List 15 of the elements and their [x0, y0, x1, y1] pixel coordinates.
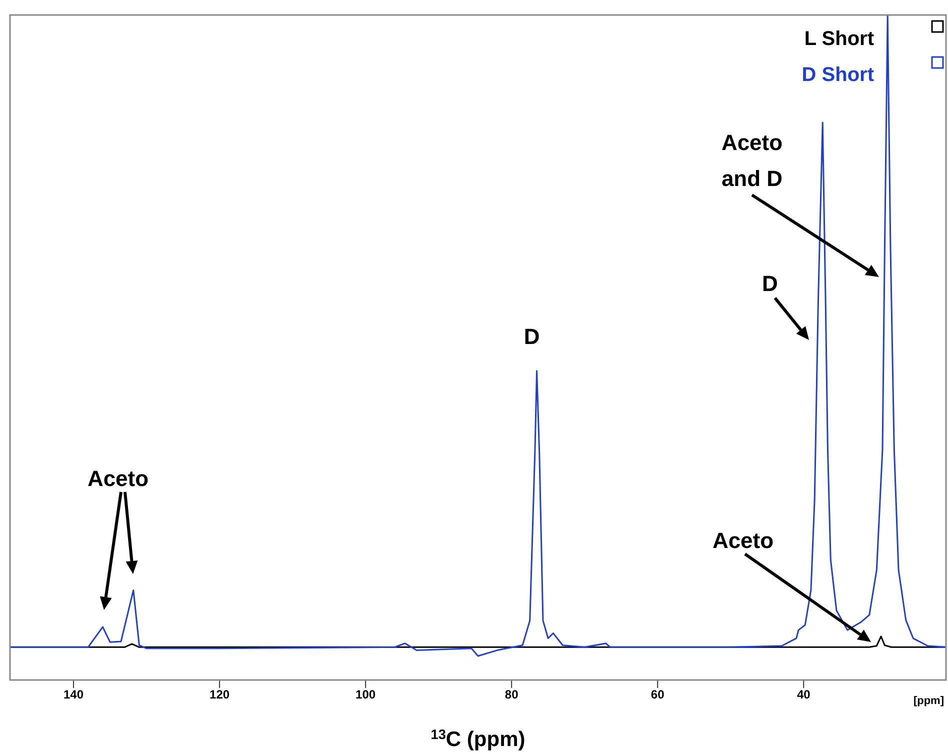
- text: [ppm]: [913, 695, 944, 707]
- x-tick-label: 40: [796, 688, 811, 702]
- x-tick-label: 100: [356, 688, 376, 702]
- annotation: Aceto: [712, 528, 774, 552]
- series-label: D Short: [802, 64, 874, 86]
- x-axis-title: $^{13}$C (ppm): [430, 726, 526, 751]
- annotation: D: [762, 270, 778, 296]
- x-tick-label: 140: [64, 688, 84, 702]
- x-tick-label: 60: [650, 688, 665, 702]
- x-tick-label: 80: [504, 688, 519, 702]
- annotation: Aceto: [87, 466, 149, 490]
- annotation: D: [524, 323, 540, 348]
- x-tick-label: 120: [210, 688, 230, 702]
- text: L Short: [804, 28, 874, 50]
- annotation: Aceto and D: [721, 130, 783, 190]
